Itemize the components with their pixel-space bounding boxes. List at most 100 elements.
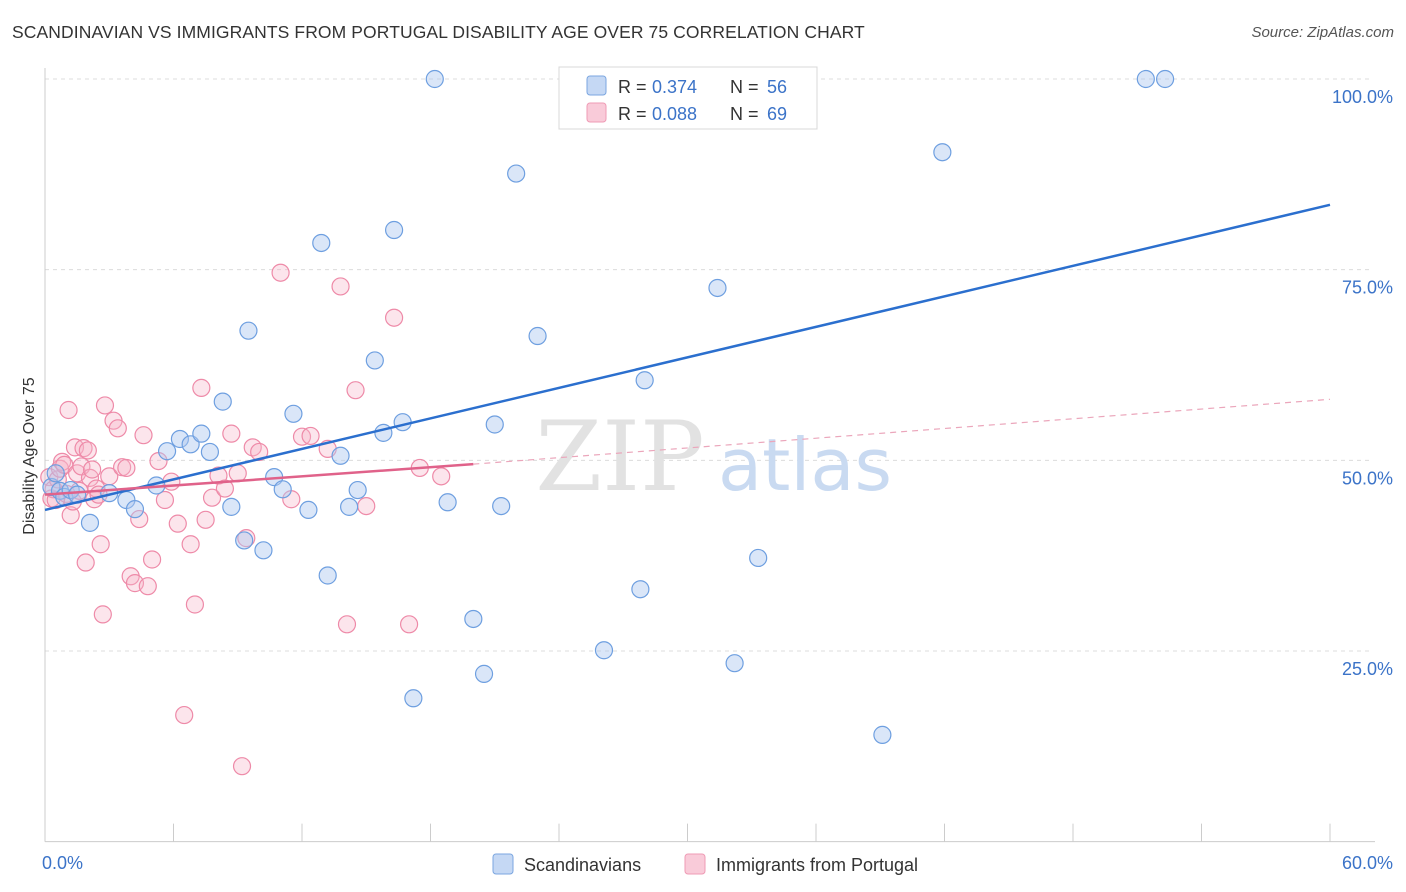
scandinavian-point <box>273 480 292 499</box>
y-axis-label: Disability Age Over 75 <box>21 377 38 535</box>
stats-n-value-blue: 56 <box>767 77 787 97</box>
scandinavian-point <box>340 497 359 516</box>
stats-swatch-blue <box>586 75 607 96</box>
series-legend: Scandinavians Immigrants from Portugal <box>492 853 918 875</box>
scandinavian-point <box>528 326 547 346</box>
scandinavian-point <box>312 233 331 253</box>
scandinavian-point <box>384 220 404 240</box>
x-tick-label: 0.0% <box>42 853 83 873</box>
portugal-point <box>181 535 200 554</box>
portugal-point <box>346 381 365 400</box>
scandinavian-point <box>492 496 511 516</box>
scandinavian-point <box>933 143 952 162</box>
scandinavian-point <box>438 493 457 512</box>
watermark-zip: ZIP <box>535 401 704 513</box>
scandinavian-point <box>170 429 190 449</box>
scandinavian-point <box>299 500 318 520</box>
scandinavian-point <box>507 164 526 183</box>
chart-title: SCANDINAVIAN VS IMMIGRANTS FROM PORTUGAL… <box>12 22 865 42</box>
scandinavian-point <box>474 664 494 683</box>
stats-r-value-blue: 0.374 <box>652 77 697 97</box>
portugal-point <box>250 442 269 462</box>
portugal-point <box>155 490 175 510</box>
scandinavian-point <box>125 500 145 519</box>
stats-swatch-pink <box>586 102 607 123</box>
portugal-point <box>78 441 97 460</box>
scandinavian-point <box>235 531 254 550</box>
portugal-point <box>192 378 211 397</box>
portugal-point <box>185 595 205 614</box>
stats-r-label-blue: R = <box>618 77 647 97</box>
portugal-point <box>301 426 320 446</box>
y-tick-label: 100.0% <box>1332 87 1393 107</box>
portugal-point <box>76 553 95 572</box>
legend-label-portugal: Immigrants from Portugal <box>716 855 918 875</box>
scandinavian-point <box>42 477 61 497</box>
axes <box>44 68 1375 843</box>
scandinavian-point <box>631 580 650 599</box>
portugal-point <box>83 460 102 479</box>
scandinavian-point <box>222 497 241 516</box>
portugal-point <box>432 467 451 486</box>
scandinavian-point <box>200 442 220 462</box>
scandinavian-point <box>404 689 423 708</box>
portugal-point <box>130 509 149 529</box>
portugal-point <box>271 263 290 282</box>
tick-labels: 25.0% 50.0% 75.0% 100.0% 0.0% 60.0% <box>42 87 1393 873</box>
portugal-point <box>117 458 136 478</box>
scandinavian-point <box>1136 69 1155 89</box>
y-tick-label: 50.0% <box>1342 468 1393 488</box>
portugal-point <box>384 308 404 327</box>
portugal-point <box>357 496 376 516</box>
stats-n-value-pink: 69 <box>767 104 787 124</box>
scandinavian-point <box>254 541 273 560</box>
watermark: ZIP atlas <box>535 401 892 513</box>
scandinavian-point <box>318 566 337 585</box>
scandinavian-point <box>213 392 232 411</box>
scandinavian-point <box>708 278 727 298</box>
scandinavian-point <box>725 654 744 673</box>
portugal-point <box>168 514 187 533</box>
portugal-point <box>237 529 256 548</box>
scandinavian-point <box>365 351 384 370</box>
scandinavian-point <box>393 413 412 432</box>
portugal-point <box>222 424 241 443</box>
scandinavian-point <box>749 548 768 568</box>
legend-swatch-scandinavians <box>492 853 514 875</box>
stats-r-value-pink: 0.088 <box>652 104 697 124</box>
stats-n-label-pink: N = <box>730 104 759 124</box>
watermark-atlas: atlas <box>718 423 892 507</box>
grid-lines <box>45 78 1370 652</box>
trend-lines <box>44 203 1331 512</box>
scandinavian-point <box>485 415 504 434</box>
portugal-point <box>215 479 234 498</box>
portugal-point <box>93 605 112 624</box>
scandinavian-point <box>464 609 483 629</box>
scandinavian-point <box>594 641 614 660</box>
portugal-point <box>108 419 127 438</box>
scandinavian-point <box>46 464 65 483</box>
scandinavian-point <box>1155 69 1175 89</box>
scandinavian-point <box>635 371 654 390</box>
portugal-trend-extension <box>473 398 1331 465</box>
scandinavian-point <box>348 480 367 500</box>
scandinavian-point <box>157 442 177 461</box>
scandinavian-point <box>192 424 211 443</box>
legend-label-scandinavians: Scandinavians <box>524 855 641 875</box>
stats-n-label-blue: N = <box>730 77 759 97</box>
portugal-point <box>337 615 357 634</box>
portugal-point <box>91 535 110 554</box>
stats-legend: R = 0.374 N = 56 R = 0.088 N = 69 <box>558 66 818 130</box>
portugal-point <box>142 550 162 569</box>
stats-r-label-pink: R = <box>618 104 647 124</box>
scandinavian-point <box>181 435 200 454</box>
scandinavian-point <box>80 513 100 532</box>
portugal-point <box>196 510 215 529</box>
portugal-point <box>95 396 115 415</box>
scandinavian-point <box>331 446 350 465</box>
scandinavian-point <box>425 69 444 89</box>
scandinavian-point <box>239 321 258 340</box>
scandinavians-trend-line <box>44 203 1331 512</box>
scandinavian-point <box>873 725 892 744</box>
